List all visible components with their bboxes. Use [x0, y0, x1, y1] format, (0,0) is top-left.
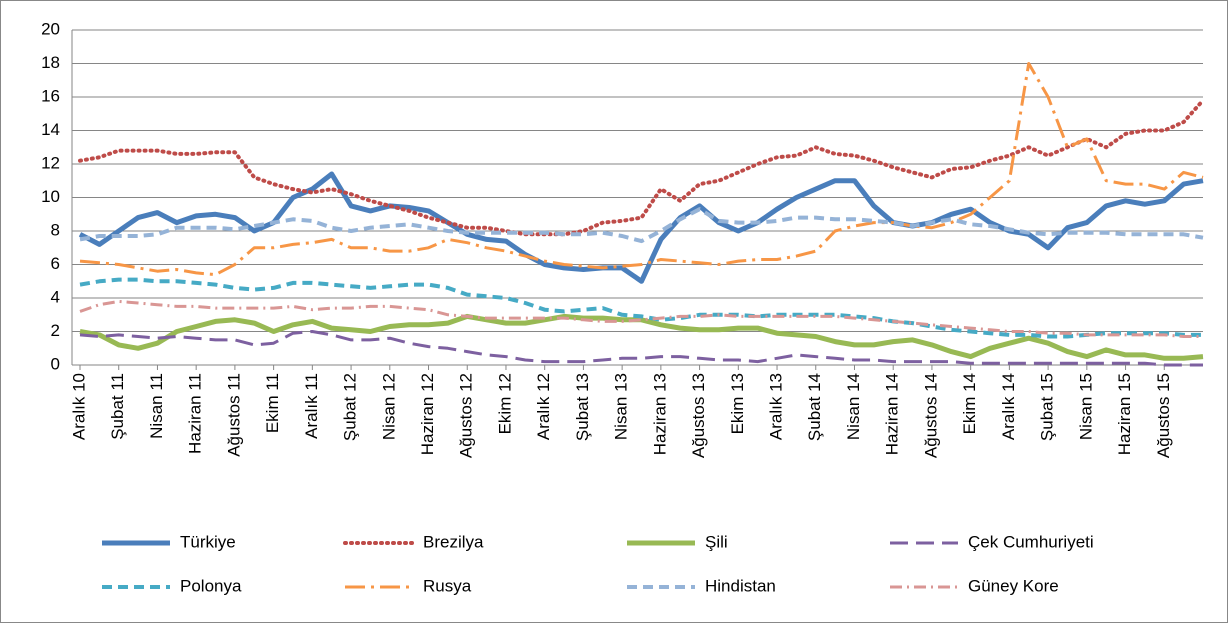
y-tick-label: 2 — [51, 321, 60, 340]
legend-label: Güney Kore — [968, 576, 1059, 595]
x-tick-label: Nisan 13 — [612, 373, 631, 440]
x-tick-label: Şubat 14 — [805, 373, 824, 441]
x-tick-label: Haziran 13 — [650, 373, 669, 455]
series-line — [79, 330, 1203, 367]
x-tick-label: Ekim 14 — [960, 373, 979, 434]
legend-label: Brezilya — [423, 532, 484, 551]
series-line — [79, 62, 1204, 277]
legend-label: Türkiye — [180, 532, 236, 551]
x-tick-label: Aralık 10 — [69, 373, 88, 440]
legend-label: Polonya — [180, 576, 242, 595]
y-tick-label: 4 — [51, 287, 60, 306]
x-tick-label: Nisan 12 — [379, 373, 398, 440]
x-tick-label: Ağustos 11 — [224, 373, 243, 457]
x-tick-label: Haziran 14 — [883, 373, 902, 455]
x-tick-label: Nisan 14 — [844, 373, 863, 440]
y-tick-label: 16 — [41, 86, 60, 105]
y-tick-label: 10 — [41, 187, 60, 206]
x-tick-label: Haziran 15 — [1115, 373, 1134, 455]
x-tick-label: Ağustos 13 — [689, 373, 708, 458]
legend-label: Çek Cumhuriyeti — [968, 532, 1094, 551]
series-line — [79, 207, 1204, 244]
x-tick-label: Ağustos 15 — [1154, 373, 1173, 458]
x-tick-label: Aralık 14 — [999, 373, 1018, 440]
x-tick-label: Nisan 11 — [147, 373, 166, 439]
x-tick-label: Şubat 13 — [573, 373, 592, 441]
legend-label: Hindistan — [705, 576, 776, 595]
legend-label: Şili — [705, 532, 728, 551]
x-tick-label: Şubat 11 — [108, 373, 127, 440]
y-tick-label: 18 — [41, 53, 60, 72]
x-tick-label: Şubat 12 — [341, 373, 360, 441]
x-tick-label: Haziran 12 — [418, 373, 437, 455]
series-line — [79, 299, 1203, 338]
series-line — [79, 313, 1204, 361]
x-tick-label: Aralık 11 — [302, 373, 321, 439]
series-line — [79, 277, 1203, 339]
x-tick-label: Ağustos 14 — [921, 373, 940, 458]
x-tick-label: Ekim 11 — [263, 373, 282, 433]
x-tick-label: Ekim 13 — [728, 373, 747, 434]
x-tick-label: Aralık 13 — [767, 373, 786, 440]
x-tick-label: Nisan 15 — [1076, 373, 1095, 440]
x-tick-label: Haziran 11 — [186, 373, 205, 454]
y-tick-label: 8 — [51, 220, 60, 239]
legend-label: Rusya — [423, 576, 472, 595]
series-line — [78, 98, 1205, 237]
y-tick-label: 6 — [51, 254, 60, 273]
y-tick-label: 12 — [41, 153, 60, 172]
series-line — [78, 171, 1204, 284]
x-tick-label: Şubat 15 — [1038, 373, 1057, 441]
x-tick-label: Aralık 12 — [534, 373, 553, 440]
x-tick-label: Ekim 12 — [495, 373, 514, 434]
y-tick-label: 14 — [41, 120, 60, 139]
y-tick-label: 0 — [51, 354, 60, 373]
x-tick-label: Ağustos 12 — [457, 373, 476, 458]
y-tick-label: 20 — [41, 19, 60, 38]
